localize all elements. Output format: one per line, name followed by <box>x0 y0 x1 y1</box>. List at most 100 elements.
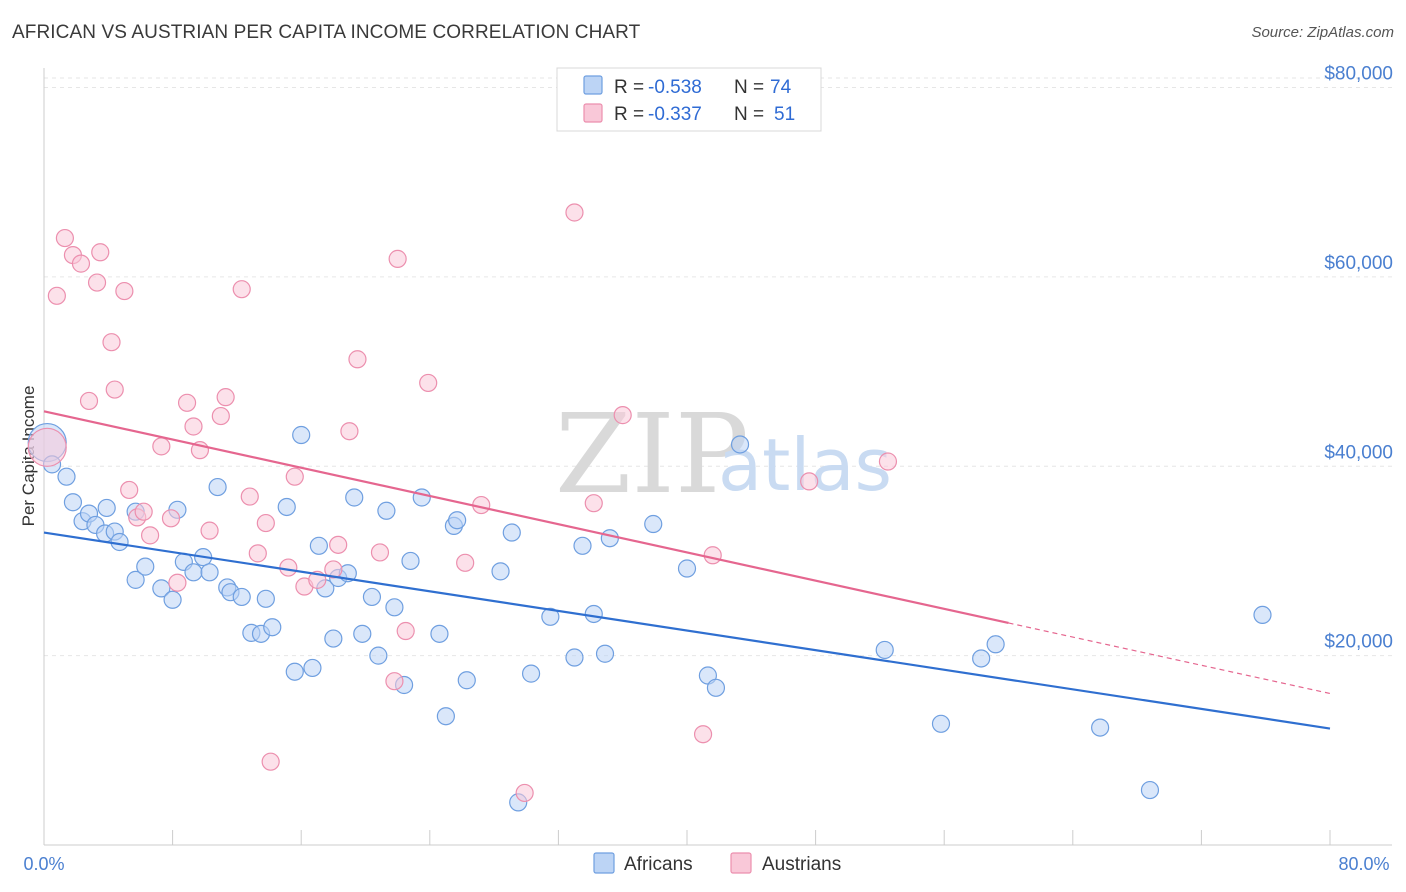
bottom-legend-swatch-africans <box>593 852 615 874</box>
legend-n-value-austrians: 51 <box>774 104 795 125</box>
austrians-point <box>256 513 275 533</box>
africans-point <box>1091 718 1110 737</box>
africans-point <box>1140 780 1160 800</box>
chart-title: AFRICAN VS AUSTRIAN PER CAPITA INCOME CO… <box>12 22 641 43</box>
africans-point <box>565 648 584 667</box>
africans-point <box>110 532 129 552</box>
africans-point <box>385 598 404 617</box>
legend-r-label-austrians: R = <box>614 104 644 125</box>
africans-point <box>491 562 510 581</box>
y-tick-label: $40,000 <box>1324 442 1393 463</box>
austrians-point <box>565 203 584 222</box>
austrians-point <box>152 437 171 456</box>
austrians-point <box>120 480 139 500</box>
africans-point <box>412 488 431 507</box>
africans-point <box>377 501 396 520</box>
africans-point <box>208 477 227 497</box>
y-tick-labels: $20,000 $40,000 $60,000 $80,000 <box>1324 64 1393 653</box>
austrians-point <box>388 249 407 268</box>
austrians-point <box>348 350 367 369</box>
austrians-point <box>240 487 259 506</box>
austrians-point <box>87 273 107 292</box>
africans-point <box>232 587 251 607</box>
africans-point <box>200 563 219 582</box>
austrians-point <box>27 427 67 467</box>
legend-swatch-austrians <box>583 103 603 123</box>
y-tick-label: $60,000 <box>1324 253 1393 274</box>
africans-point <box>63 493 83 512</box>
legend-swatch-africans <box>583 75 603 95</box>
austrians-point <box>878 452 898 471</box>
austrians-point <box>216 388 235 407</box>
africans-point <box>436 707 455 726</box>
austrians-point <box>703 546 722 565</box>
x-tick-label-max: 80.0% <box>1338 854 1389 874</box>
africans-point <box>595 644 615 663</box>
africans-point <box>369 646 388 665</box>
africans-point <box>931 714 951 733</box>
bottom-legend-swatch-austrians <box>730 852 752 874</box>
austrians-point <box>184 417 203 436</box>
austrians-point <box>324 560 343 579</box>
bottom-legend-label-africans: Africans <box>624 854 693 875</box>
correlation-legend: R = -0.538 N = 74 R = -0.337 N = 51 <box>556 67 822 132</box>
austrians-point <box>168 573 187 592</box>
legend-n-label-africans: N = <box>734 77 764 98</box>
africans-point <box>184 563 203 582</box>
africans-point <box>263 618 282 637</box>
austrians-point <box>385 672 404 691</box>
austrians-point <box>370 543 390 562</box>
bottom-legend-label-austrians: Austrians <box>762 854 841 875</box>
africans-point <box>163 590 182 609</box>
austrians-point <box>693 725 713 744</box>
y-tick-label: $20,000 <box>1324 632 1393 653</box>
africans-point <box>541 607 560 626</box>
africans-point <box>430 624 449 643</box>
chart-source: Source: ZipAtlas.com <box>1251 24 1394 41</box>
africans-point <box>502 523 521 542</box>
series-austrians <box>27 203 898 803</box>
trend-lines <box>43 410 1331 730</box>
austrians-point <box>161 509 181 528</box>
austrians-point <box>211 406 230 426</box>
africans-point <box>573 536 592 555</box>
series-africans <box>27 422 1272 812</box>
legend-n-label-austrians: N = <box>734 104 764 125</box>
africans-point <box>152 579 171 598</box>
africans-point <box>600 529 619 548</box>
austrians-point <box>105 380 124 399</box>
watermark-zip: ZIP <box>555 390 749 518</box>
africans-point <box>256 589 275 608</box>
africans-point <box>1253 605 1272 625</box>
legend-r-value-austrians: -0.337 <box>648 104 702 125</box>
legend-r-label-africans: R = <box>614 77 644 98</box>
series-legend: Africans Austrians <box>593 852 841 875</box>
austrians-point <box>115 281 134 301</box>
austrians-point <box>285 467 304 486</box>
austrians-point <box>613 406 632 425</box>
austrians-point <box>340 422 359 441</box>
watermark-atlas: atlas <box>718 423 892 507</box>
africans-point <box>875 640 894 660</box>
austrians-point <box>134 502 153 521</box>
africans-point <box>457 671 476 690</box>
africans-point <box>277 497 296 517</box>
grid-lines <box>44 77 1392 657</box>
austrians-point <box>71 254 91 273</box>
austrians-point <box>55 228 74 248</box>
austrians-point <box>177 393 197 412</box>
austrians-point <box>396 621 415 641</box>
x-tick-label-min: 0.0% <box>23 854 64 874</box>
africans-point <box>345 488 364 507</box>
austrians-point <box>279 558 298 577</box>
africans-point <box>126 570 145 589</box>
austrians-point <box>232 280 251 299</box>
africans-point <box>644 514 663 534</box>
x-tick-marks <box>43 830 1331 845</box>
africans-point <box>353 624 372 643</box>
africans-point <box>972 649 991 668</box>
austrians-point <box>47 286 66 305</box>
austrians-trend-line <box>43 410 1009 625</box>
watermark: ZIP atlas <box>555 390 892 518</box>
